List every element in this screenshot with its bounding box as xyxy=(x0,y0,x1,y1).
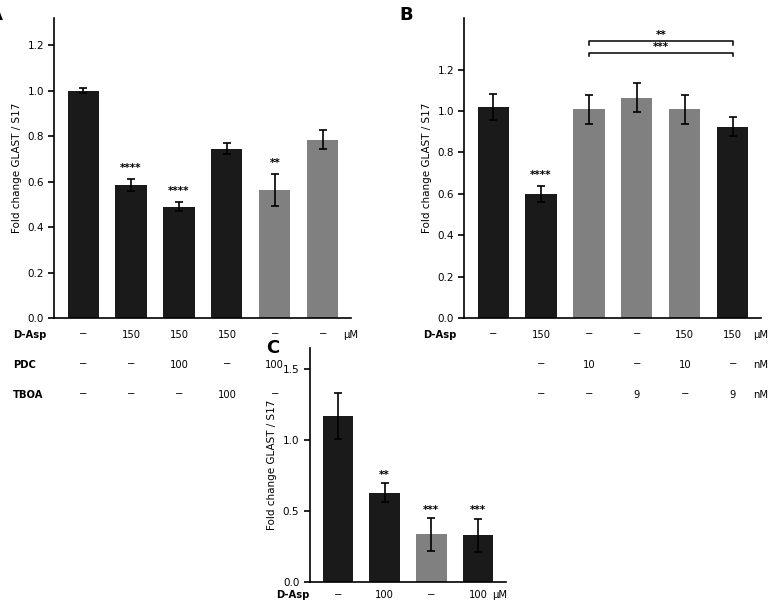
Bar xyxy=(717,127,748,318)
Bar xyxy=(525,194,556,318)
Text: TBOA: TBOA xyxy=(12,389,44,400)
Text: 100: 100 xyxy=(266,359,284,370)
Text: **: ** xyxy=(379,470,390,480)
Text: 100: 100 xyxy=(375,590,394,600)
Text: 150: 150 xyxy=(675,329,695,340)
Text: ****: **** xyxy=(530,170,552,181)
Text: 10: 10 xyxy=(678,359,691,370)
Text: −: − xyxy=(537,389,545,400)
Text: D-Asp: D-Asp xyxy=(277,590,310,600)
Y-axis label: Fold change GLAST / S17: Fold change GLAST / S17 xyxy=(267,400,277,530)
Text: −: − xyxy=(270,389,279,400)
Text: D-Asp: D-Asp xyxy=(12,329,46,340)
Text: 9: 9 xyxy=(730,389,736,400)
Text: nM: nM xyxy=(754,359,768,370)
Text: −: − xyxy=(79,359,87,370)
Bar xyxy=(369,493,399,582)
Text: −: − xyxy=(681,389,689,400)
Text: 100: 100 xyxy=(169,359,188,370)
Text: −: − xyxy=(489,389,497,400)
Text: 100: 100 xyxy=(218,389,236,400)
Text: 150: 150 xyxy=(723,329,742,340)
Bar xyxy=(622,98,653,318)
Text: 150: 150 xyxy=(531,329,551,340)
Text: A: A xyxy=(0,6,3,24)
Y-axis label: Fold change GLAST / S17: Fold change GLAST / S17 xyxy=(12,103,22,233)
Text: PDC: PDC xyxy=(12,359,36,370)
Text: nM: nM xyxy=(754,389,768,400)
Text: ***: *** xyxy=(470,505,486,515)
Bar xyxy=(478,107,509,318)
Text: −: − xyxy=(333,590,342,600)
Text: D-Asp: D-Asp xyxy=(423,329,456,340)
Text: C: C xyxy=(267,338,280,356)
Bar xyxy=(416,535,447,582)
Text: −: − xyxy=(489,359,497,370)
Bar xyxy=(211,149,242,318)
Text: PKCl 20-28: PKCl 20-28 xyxy=(423,389,483,400)
Bar xyxy=(463,535,493,582)
Text: 100: 100 xyxy=(313,389,332,400)
Text: μM: μM xyxy=(343,359,358,370)
Text: μM: μM xyxy=(492,590,507,600)
Text: ***: *** xyxy=(423,505,439,515)
Bar xyxy=(307,140,338,318)
Text: μM: μM xyxy=(343,329,358,340)
Text: ****: **** xyxy=(120,163,142,173)
Text: **: ** xyxy=(656,31,666,40)
Text: −: − xyxy=(427,590,435,600)
Bar xyxy=(669,109,700,318)
Text: μM: μM xyxy=(343,389,358,400)
Text: −: − xyxy=(223,359,231,370)
Text: μM: μM xyxy=(754,329,768,340)
Text: 150: 150 xyxy=(169,329,189,340)
Text: −: − xyxy=(585,389,593,400)
Bar xyxy=(573,109,605,318)
Text: ***: *** xyxy=(653,42,669,52)
Text: 10: 10 xyxy=(583,359,595,370)
Text: 100: 100 xyxy=(469,590,487,600)
Text: −: − xyxy=(319,329,327,340)
Text: −: − xyxy=(127,359,135,370)
Text: −: − xyxy=(127,389,135,400)
Bar xyxy=(322,416,353,582)
Text: −: − xyxy=(489,329,497,340)
Text: B: B xyxy=(399,6,413,24)
Text: −: − xyxy=(729,359,737,370)
Text: **: ** xyxy=(270,158,280,168)
Text: −: − xyxy=(585,329,593,340)
Text: BisI: BisI xyxy=(423,359,444,370)
Bar xyxy=(68,91,99,318)
Text: −: − xyxy=(270,329,279,340)
Text: 150: 150 xyxy=(218,329,236,340)
Text: ****: **** xyxy=(169,187,190,196)
Text: −: − xyxy=(79,329,87,340)
Text: −: − xyxy=(79,389,87,400)
Text: −: − xyxy=(537,359,545,370)
Text: −: − xyxy=(319,359,327,370)
Bar xyxy=(116,185,147,318)
Y-axis label: Fold change GLAST / S17: Fold change GLAST / S17 xyxy=(422,103,432,233)
Text: 9: 9 xyxy=(634,389,640,400)
Text: 150: 150 xyxy=(121,329,141,340)
Bar xyxy=(260,190,291,318)
Bar xyxy=(163,206,194,318)
Text: −: − xyxy=(632,329,641,340)
Text: −: − xyxy=(632,359,641,370)
Text: −: − xyxy=(175,389,183,400)
